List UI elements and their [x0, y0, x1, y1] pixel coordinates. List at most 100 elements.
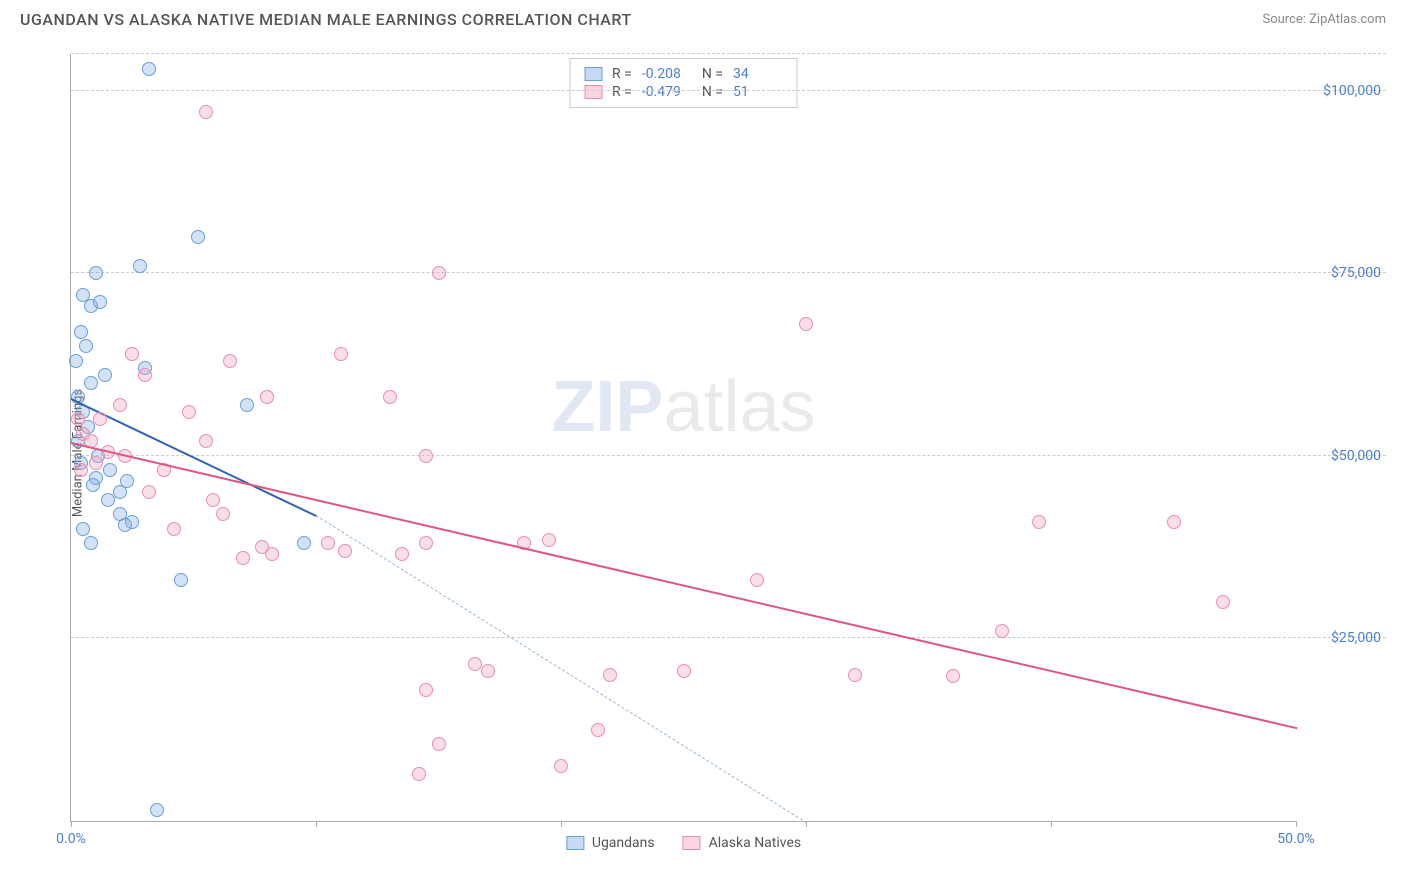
data-point: [182, 405, 196, 419]
data-point: [125, 347, 139, 361]
legend-item: Alaska Natives: [683, 835, 802, 851]
data-point: [1216, 595, 1230, 609]
data-point: [265, 547, 279, 561]
data-point: [603, 668, 617, 682]
data-point: [750, 573, 764, 587]
legend-swatch: [584, 85, 602, 99]
y-tick-label: $100,000: [1323, 83, 1381, 99]
y-tick-label: $50,000: [1331, 448, 1381, 464]
stat-n-label: N =: [702, 66, 723, 82]
data-point: [223, 354, 237, 368]
chart-title: UGANDAN VS ALASKA NATIVE MEDIAN MALE EAR…: [20, 10, 632, 29]
gridline: [71, 272, 1386, 273]
data-point: [84, 376, 98, 390]
stats-row: R = -0.208 N = 34: [584, 65, 783, 83]
data-point: [995, 624, 1009, 638]
gridline: [71, 90, 1386, 91]
data-point: [419, 449, 433, 463]
gridline: [71, 455, 1386, 456]
legend-swatch: [584, 67, 602, 81]
data-point: [468, 657, 482, 671]
data-point: [71, 412, 85, 426]
stat-n-value: 34: [733, 66, 783, 82]
data-point: [338, 544, 352, 558]
data-point: [432, 266, 446, 280]
data-point: [89, 266, 103, 280]
x-tick: [1296, 821, 1297, 827]
data-point: [93, 412, 107, 426]
legend-label: Alaska Natives: [709, 835, 802, 851]
stat-n-label: N =: [702, 84, 723, 100]
data-point: [191, 230, 205, 244]
data-point: [74, 325, 88, 339]
data-point: [199, 434, 213, 448]
data-point: [799, 317, 813, 331]
data-point: [677, 664, 691, 678]
y-tick-label: $25,000: [1331, 630, 1381, 646]
trend-line: [316, 515, 807, 823]
data-point: [260, 390, 274, 404]
data-point: [199, 105, 213, 119]
data-point: [395, 547, 409, 561]
data-point: [142, 62, 156, 76]
data-point: [321, 536, 335, 550]
data-point: [334, 347, 348, 361]
data-point: [297, 536, 311, 550]
data-point: [120, 474, 134, 488]
stat-r-value: -0.208: [642, 66, 692, 82]
data-point: [98, 368, 112, 382]
legend-swatch: [566, 836, 584, 850]
source-label: Source: ZipAtlas.com: [1262, 12, 1386, 27]
data-point: [206, 493, 220, 507]
legend-swatch: [683, 836, 701, 850]
data-point: [412, 767, 426, 781]
trend-line: [71, 442, 1297, 729]
series-legend: Ugandans Alaska Natives: [566, 835, 801, 851]
data-point: [419, 536, 433, 550]
data-point: [113, 398, 127, 412]
watermark: ZIPatlas: [551, 366, 815, 448]
data-point: [216, 507, 230, 521]
x-tick: [316, 821, 317, 827]
x-tick-label: 50.0%: [1277, 831, 1315, 847]
data-point: [174, 573, 188, 587]
data-point: [481, 664, 495, 678]
data-point: [142, 485, 156, 499]
stat-r-label: R =: [612, 84, 632, 100]
data-point: [848, 668, 862, 682]
stats-legend-box: R =-0.208N =34R =-0.479N =51: [569, 58, 798, 108]
stat-n-value: 51: [733, 84, 783, 100]
data-point: [240, 398, 254, 412]
data-point: [946, 669, 960, 683]
data-point: [133, 259, 147, 273]
data-point: [89, 456, 103, 470]
stats-row: R =-0.479N =51: [584, 83, 783, 101]
data-point: [432, 737, 446, 751]
gridline: [71, 53, 1386, 54]
x-tick-label: 0.0%: [56, 831, 86, 847]
y-tick-label: $75,000: [1331, 265, 1381, 281]
stat-r-label: R =: [612, 66, 632, 82]
data-point: [69, 354, 83, 368]
plot-area: ZIPatlas R =-0.208N =34R =-0.479N =51 Ug…: [70, 54, 1296, 822]
data-point: [118, 518, 132, 532]
data-point: [542, 533, 556, 547]
data-point: [167, 522, 181, 536]
legend-label: Ugandans: [592, 835, 655, 851]
data-point: [74, 463, 88, 477]
watermark-bold: ZIP: [551, 367, 663, 447]
data-point: [79, 339, 93, 353]
data-point: [419, 683, 433, 697]
data-point: [383, 390, 397, 404]
data-point: [1167, 515, 1181, 529]
data-point: [84, 536, 98, 550]
legend-item: Ugandans: [566, 835, 655, 851]
x-tick: [561, 821, 562, 827]
x-tick: [1051, 821, 1052, 827]
data-point: [591, 723, 605, 737]
data-point: [138, 368, 152, 382]
chart-container: Median Male Earnings ZIPatlas R =-0.208N…: [20, 44, 1386, 862]
data-point: [103, 463, 117, 477]
data-point: [76, 522, 90, 536]
gridline: [71, 637, 1386, 638]
